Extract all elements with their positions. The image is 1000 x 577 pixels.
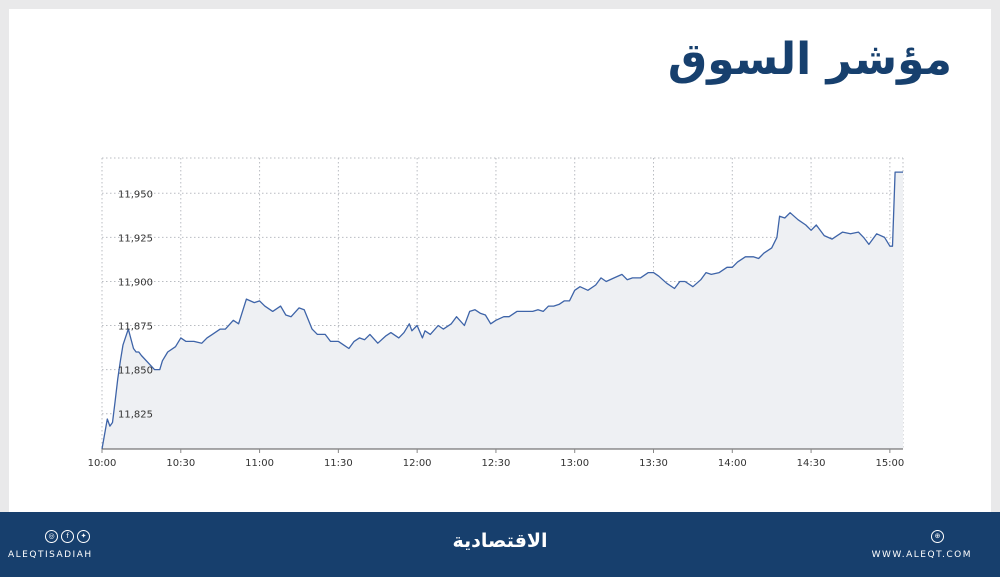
- website-link[interactable]: WWW.ALEQT.COM: [871, 550, 972, 560]
- x-axis-ticks: 10:00 10:30 11:00 11:30 12:00 12:30 13:00 13:30…: [88, 449, 904, 469]
- y-tick-label: 11,900: [118, 277, 153, 288]
- social-handle[interactable]: ALEQTISADIAH: [8, 550, 93, 560]
- globe-icon: ⊕: [931, 530, 944, 543]
- page-title: مؤشر السوق: [667, 34, 952, 85]
- x-tick-label: 12:00: [403, 458, 432, 469]
- x-tick-label: 14:00: [718, 458, 747, 469]
- social-links: ◎ f ✦: [45, 530, 90, 543]
- y-tick-label: 11,850: [118, 366, 153, 377]
- x-tick-label: 11:00: [245, 458, 274, 469]
- y-axis-ticks: 11,825 11,850 11,875 11,900 11,925 11,950: [118, 189, 153, 420]
- x-tick-label: 11:30: [324, 458, 353, 469]
- y-tick-label: 11,925: [118, 233, 153, 244]
- series-area: [102, 172, 903, 449]
- y-tick-label: 11,950: [118, 189, 153, 200]
- x-tick-label: 10:30: [166, 458, 195, 469]
- series-line: [101, 171, 903, 450]
- x-tick-label: 12:30: [482, 458, 511, 469]
- x-tick-label: 13:30: [639, 458, 668, 469]
- brand-logo: الاقتصادية: [452, 530, 548, 552]
- y-tick-label: 11,825: [118, 410, 153, 421]
- x-tick-label: 13:00: [560, 458, 589, 469]
- facebook-icon[interactable]: f: [61, 530, 74, 543]
- x-tick-label: 14:30: [797, 458, 826, 469]
- y-tick-label: 11,875: [118, 322, 153, 333]
- twitter-icon[interactable]: ✦: [77, 530, 90, 543]
- instagram-icon[interactable]: ◎: [45, 530, 58, 543]
- x-tick-label: 10:00: [88, 458, 117, 469]
- market-index-chart: 11,825 11,850 11,875 11,900 11,925 11,950 10:…: [88, 157, 904, 469]
- x-tick-label: 15:00: [875, 458, 904, 469]
- footer-bar: ◎ f ✦ ALEQTISADIAH الاقتصادية ⊕ WWW.ALEQ…: [0, 512, 1000, 577]
